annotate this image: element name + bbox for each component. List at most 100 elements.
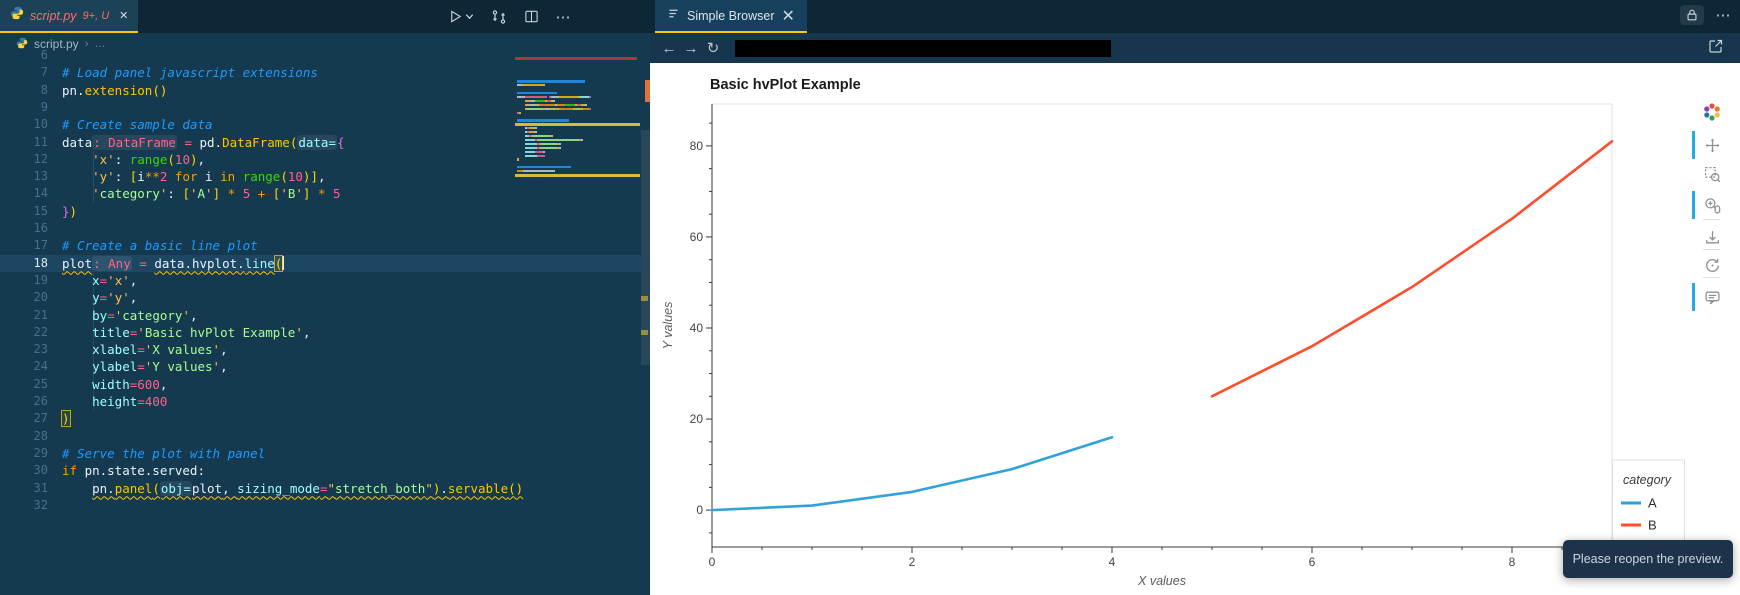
toolbar-separator (1703, 219, 1720, 220)
editor-actions: ⋯ (446, 0, 572, 33)
svg-text:80: 80 (690, 139, 704, 153)
line-number: 27 (33, 411, 48, 426)
indent-guide (93, 185, 94, 203)
svg-text:0: 0 (696, 503, 703, 517)
tab-title: script.py (30, 8, 77, 23)
indent-guide (93, 168, 94, 186)
breadcrumb-file: script.py (34, 37, 79, 51)
code-line: pn.extension() (62, 82, 168, 98)
browser-navbar: ← → ↻ (650, 33, 1740, 63)
wheel-zoom-tool-icon[interactable] (1702, 195, 1722, 215)
line-number: 9 (40, 99, 48, 114)
more-actions-icon[interactable]: ⋯ (1715, 7, 1731, 24)
svg-text:60: 60 (690, 230, 704, 244)
split-editor-icon[interactable] (522, 8, 540, 26)
indent-guide (93, 358, 94, 376)
code-line: title='Basic hvPlot Example', (92, 324, 311, 340)
code-line: xlabel='X values', (92, 342, 228, 358)
svg-text:20: 20 (690, 412, 704, 426)
tab-title: Simple Browser (687, 8, 775, 23)
run-dropdown-icon (465, 14, 474, 20)
pan-tool-icon[interactable] (1702, 135, 1722, 155)
overview-mark (641, 296, 648, 301)
box-zoom-tool-icon[interactable] (1702, 164, 1722, 184)
code-line: width=600, (92, 376, 168, 392)
line-number: 25 (33, 376, 48, 391)
svg-text:4: 4 (1109, 555, 1116, 569)
line-number: 21 (33, 307, 48, 322)
editor-tabbar: script.py 9+, U ✕ ⋯ (0, 0, 650, 33)
code-line: pn.panel(obj=plot, sizing_mode="stretch_… (92, 480, 524, 496)
code-line: 'x': range(10), (92, 151, 206, 167)
forward-icon[interactable]: → (683, 39, 699, 57)
back-icon[interactable]: ← (661, 39, 677, 57)
svg-text:0: 0 (709, 555, 716, 569)
svg-text:2: 2 (909, 555, 916, 569)
toolbar-separator (1703, 277, 1720, 278)
url-bar-redacted[interactable] (735, 40, 1111, 57)
reload-icon[interactable]: ↻ (706, 40, 720, 57)
code-line: # Load panel javascript extensions (62, 65, 318, 81)
tab-close-icon[interactable]: ✕ (119, 10, 129, 22)
code-line: ylabel='Y values', (92, 359, 228, 375)
code-line: # Serve the plot with panel (62, 445, 266, 461)
indent-guide (93, 323, 94, 342)
tab-problems-badge: 9+, U (82, 9, 110, 22)
svg-text:40: 40 (690, 321, 704, 335)
run-button[interactable] (446, 8, 476, 26)
breadcrumb-more: … (94, 38, 106, 50)
open-changes-icon[interactable] (490, 8, 508, 26)
open-external-icon[interactable] (1708, 38, 1724, 59)
svg-text:category: category (1623, 473, 1672, 487)
line-number: 30 (33, 463, 48, 478)
line-number: 16 (33, 221, 48, 235)
svg-text:8: 8 (1509, 555, 1516, 569)
indent-guide (93, 150, 94, 169)
save-tool-icon[interactable] (1702, 227, 1722, 247)
lock-icon[interactable] (1680, 5, 1704, 25)
more-actions-icon[interactable]: ⋯ (555, 8, 571, 26)
active-tool-indicator (1692, 131, 1695, 159)
line-number: 23 (33, 342, 48, 357)
minimap[interactable] (515, 55, 641, 595)
line-number: 12 (33, 151, 48, 166)
text-cursor (282, 255, 284, 270)
line-number: 22 (33, 324, 48, 339)
indent-guide (93, 375, 94, 393)
overview-mark (641, 330, 648, 335)
breadcrumb[interactable]: script.py › … (0, 33, 650, 55)
tab-simple-browser[interactable]: Simple Browser ✕ (655, 0, 807, 33)
line-number: 11 (33, 134, 48, 149)
indent-guide (93, 271, 94, 290)
line-number: 10 (33, 117, 48, 132)
bokeh-toolbar (1690, 100, 1736, 330)
code-line: plot: Any = data.hvplot.line( (62, 254, 284, 272)
browser-icon (667, 7, 680, 25)
line-number: 14 (33, 186, 48, 201)
svg-text:B: B (1648, 518, 1657, 533)
line-number: 8 (40, 82, 48, 97)
active-tool-indicator (1692, 191, 1695, 219)
tab-close-icon[interactable]: ✕ (781, 7, 795, 25)
tab-script-py[interactable]: script.py 9+, U ✕ (0, 0, 139, 33)
tooltip-text: Please reopen the preview. (1572, 552, 1724, 566)
hover-tool-icon[interactable] (1702, 287, 1722, 307)
line-number: 32 (33, 497, 48, 512)
line-number: 28 (33, 428, 48, 443)
code-line: x='x', (92, 272, 138, 288)
editor-group: script.py 9+, U ✕ ⋯ (0, 0, 655, 595)
line-number: 29 (33, 445, 48, 460)
indent-guide (93, 289, 94, 307)
reset-tool-icon[interactable] (1702, 255, 1722, 275)
svg-text:Basic hvPlot Example: Basic hvPlot Example (710, 77, 861, 93)
code-line: 'category': ['A'] * 5 + ['B'] * 5 (92, 186, 341, 202)
bokeh-logo[interactable] (1702, 102, 1722, 122)
svg-text:Y values: Y values (661, 302, 675, 350)
svg-text:X values: X values (1137, 574, 1186, 588)
code-line: y='y', (92, 290, 138, 306)
code-editor[interactable]: 6 7 # Load panel javascript extensions 8 pn.… (0, 48, 655, 595)
minimap-error-mark (515, 57, 637, 60)
python-icon (16, 37, 28, 52)
